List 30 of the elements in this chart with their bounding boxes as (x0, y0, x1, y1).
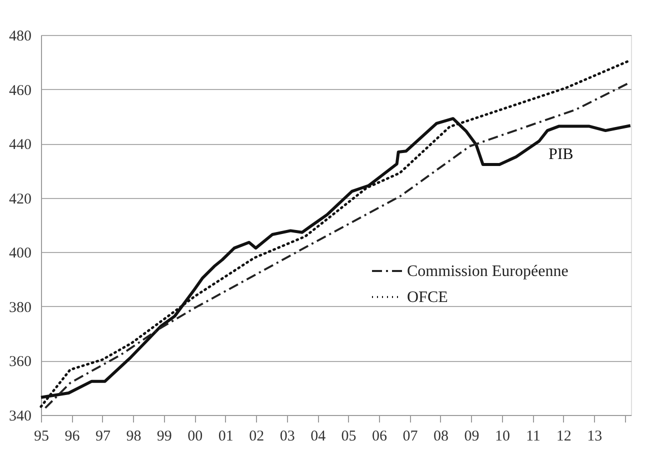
x-tick-label: 04 (310, 428, 326, 444)
x-tick-label: 07 (402, 428, 418, 444)
x-tick-label: 95 (34, 428, 49, 444)
x-tick-label: 98 (126, 428, 142, 444)
y-tick-label: 400 (9, 246, 32, 262)
x-tick-label: 02 (249, 428, 264, 444)
x-tick-label: 10 (494, 428, 510, 444)
legend-label: OFCE (407, 289, 448, 306)
x-tick-label: 01 (218, 428, 234, 444)
y-tick-label: 380 (9, 300, 32, 316)
series-label: PIB (548, 146, 574, 164)
x-tick-label: 08 (433, 428, 448, 444)
x-tick-label: 99 (156, 428, 172, 444)
x-tick-label: 96 (64, 428, 80, 444)
legend-label: Commission Européenne (407, 263, 568, 280)
x-tick-label: 05 (341, 428, 356, 444)
y-tick-label: 360 (9, 354, 32, 370)
x-tick-label: 11 (526, 428, 540, 444)
x-tick-label: 12 (556, 428, 572, 444)
x-tick-label: 06 (372, 428, 388, 444)
x-tick-label: 13 (587, 428, 602, 444)
y-tick-label: 420 (9, 191, 32, 208)
x-tick-label: 03 (280, 428, 295, 444)
y-tick-label: 440 (9, 137, 32, 154)
x-tick-label: 97 (95, 428, 111, 444)
x-tick-label: 00 (188, 428, 203, 444)
y-tick-label: 480 (9, 28, 32, 44)
y-tick-label: 340 (9, 408, 32, 424)
x-tick-label: 09 (464, 428, 480, 444)
y-tick-label: 460 (9, 82, 32, 99)
